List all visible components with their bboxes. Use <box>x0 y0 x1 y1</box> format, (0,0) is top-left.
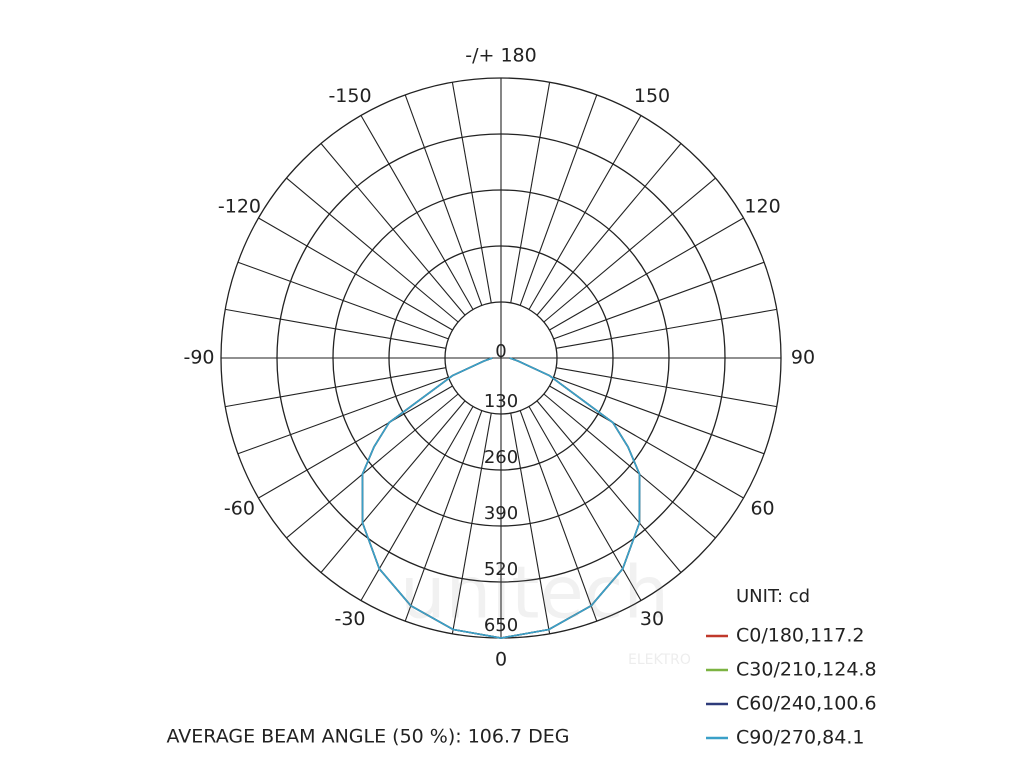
legend-label: C0/180,117.2 <box>736 625 864 647</box>
angle-tick-label: 60 <box>750 498 774 520</box>
watermark-sub: ELEKTRO <box>628 652 691 668</box>
r-tick-label: 260 <box>484 447 518 468</box>
legend-label: C30/210,124.8 <box>736 659 877 681</box>
angle-tick-label: -30 <box>334 608 365 630</box>
angle-tick-label: 30 <box>640 608 664 630</box>
angle-tick-label: -120 <box>218 196 261 218</box>
angle-tick-label: 0 <box>495 649 507 671</box>
angle-tick-label: -/+ 180 <box>465 45 536 67</box>
angle-tick-label: 90 <box>791 347 815 369</box>
angle-tick-label: -90 <box>183 347 214 369</box>
ring <box>444 301 558 415</box>
r-tick-label: 650 <box>484 615 518 636</box>
unit-label: UNIT: cd <box>736 586 810 607</box>
r-tick-label: 130 <box>484 391 518 412</box>
angle-tick-label: 150 <box>634 85 670 107</box>
footer: AVERAGE BEAM ANGLE (50 %): 106.7 DEG <box>166 726 569 748</box>
watermark: unitech <box>400 551 669 635</box>
r-tick-label: 390 <box>484 503 518 524</box>
legend-label: C60/240,100.6 <box>736 693 877 715</box>
r-tick-label: 520 <box>484 559 518 580</box>
r-tick-label: 0 <box>495 341 506 362</box>
ring <box>332 189 670 527</box>
ring <box>276 133 726 583</box>
angle-tick-label: -150 <box>328 85 371 107</box>
angle-tick-label: 120 <box>744 196 780 218</box>
series-line <box>361 357 641 639</box>
ring <box>388 245 614 471</box>
angle-tick-label: -60 <box>224 498 255 520</box>
legend-label: C90/270,84.1 <box>736 727 864 749</box>
